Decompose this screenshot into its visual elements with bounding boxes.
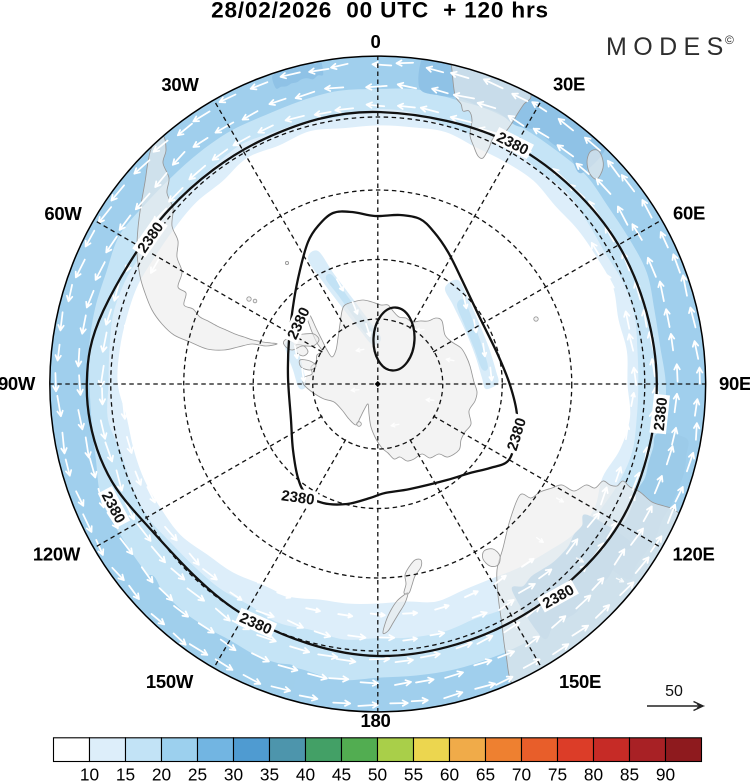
svg-text:45: 45 (332, 764, 351, 782)
svg-text:28/02/2026 00 UTC + 120 hrs: 28/02/2026 00 UTC + 120 hrs (211, 0, 549, 23)
svg-text:150W: 150W (146, 671, 194, 692)
svg-text:30W: 30W (161, 74, 199, 95)
svg-text:25: 25 (188, 764, 207, 782)
svg-text:60: 60 (440, 764, 459, 782)
svg-text:90E: 90E (719, 373, 750, 394)
svg-text:120W: 120W (33, 544, 81, 565)
svg-text:30E: 30E (553, 74, 585, 95)
svg-text:2380: 2380 (651, 397, 671, 432)
svg-text:35: 35 (260, 764, 279, 782)
svg-text:150E: 150E (559, 671, 601, 692)
svg-text:10: 10 (80, 764, 99, 782)
svg-text:80: 80 (584, 764, 603, 782)
svg-text:180: 180 (361, 710, 391, 731)
svg-text:65: 65 (476, 764, 495, 782)
svg-text:70: 70 (512, 764, 531, 782)
svg-text:40: 40 (296, 764, 315, 782)
svg-text:30: 30 (224, 764, 243, 782)
svg-text:55: 55 (404, 764, 423, 782)
svg-text:60E: 60E (673, 203, 705, 224)
svg-text:75: 75 (548, 764, 567, 782)
svg-text:50: 50 (665, 683, 683, 700)
svg-text:0: 0 (371, 31, 381, 52)
svg-text:120E: 120E (672, 544, 714, 565)
svg-text:15: 15 (116, 764, 135, 782)
svg-text:MODES: MODES (606, 33, 730, 61)
svg-text:50: 50 (368, 764, 387, 782)
svg-text:90W: 90W (0, 373, 36, 394)
svg-text:60W: 60W (44, 203, 82, 224)
svg-text:©: © (725, 33, 734, 47)
svg-text:85: 85 (620, 764, 639, 782)
svg-text:90: 90 (656, 764, 675, 782)
svg-text:20: 20 (152, 764, 171, 782)
svg-text:2380: 2380 (280, 487, 315, 508)
